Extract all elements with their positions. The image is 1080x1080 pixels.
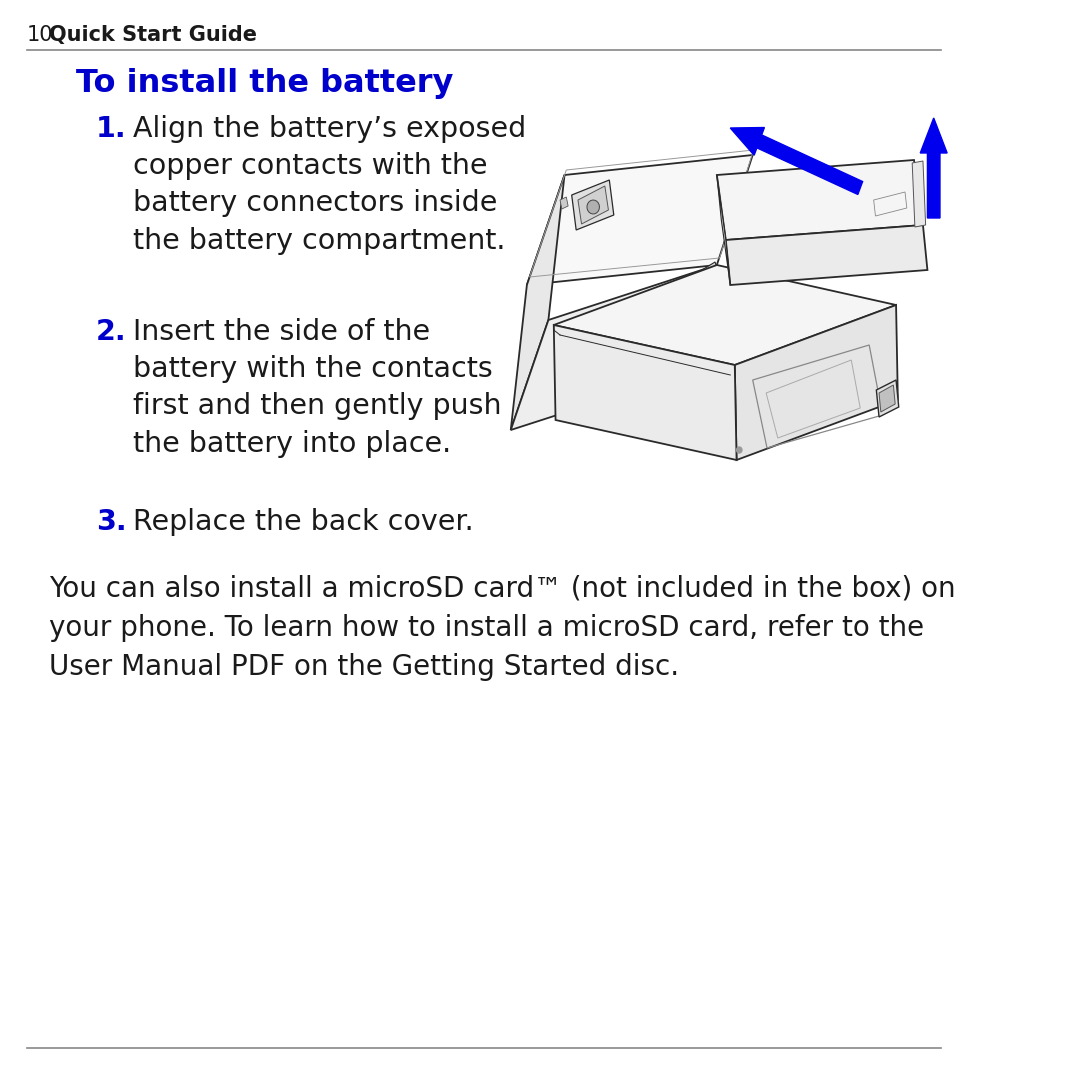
Polygon shape — [717, 175, 730, 285]
Polygon shape — [672, 312, 684, 322]
Polygon shape — [571, 180, 613, 230]
Text: To install the battery: To install the battery — [77, 68, 454, 99]
Text: Align the battery’s exposed
copper contacts with the
battery connectors inside
t: Align the battery’s exposed copper conta… — [133, 114, 526, 255]
Polygon shape — [511, 175, 565, 430]
Polygon shape — [672, 294, 684, 303]
Polygon shape — [734, 305, 897, 460]
Text: Quick Start Guide: Quick Start Guide — [50, 25, 257, 45]
Polygon shape — [876, 380, 899, 417]
Text: 10: 10 — [27, 25, 53, 45]
Polygon shape — [672, 303, 684, 313]
Polygon shape — [527, 156, 753, 285]
Polygon shape — [717, 160, 923, 240]
FancyArrow shape — [730, 127, 863, 194]
Circle shape — [737, 447, 742, 453]
Polygon shape — [726, 225, 928, 285]
Text: 3.: 3. — [96, 508, 126, 536]
Text: You can also install a microSD card™ (not included in the box) on
your phone. To: You can also install a microSD card™ (no… — [50, 575, 956, 681]
Polygon shape — [677, 262, 717, 291]
Polygon shape — [511, 265, 717, 430]
FancyArrow shape — [920, 118, 947, 218]
Polygon shape — [879, 384, 895, 411]
Polygon shape — [578, 186, 608, 224]
Text: Replace the back cover.: Replace the back cover. — [133, 508, 473, 536]
Polygon shape — [561, 197, 568, 210]
Text: 1.: 1. — [96, 114, 126, 143]
Polygon shape — [554, 265, 896, 365]
Polygon shape — [672, 321, 684, 330]
Text: Insert the side of the
battery with the contacts
first and then gently push
the : Insert the side of the battery with the … — [133, 318, 501, 458]
Text: 2.: 2. — [96, 318, 126, 346]
Polygon shape — [588, 200, 599, 214]
Polygon shape — [913, 161, 926, 227]
Polygon shape — [554, 325, 737, 460]
